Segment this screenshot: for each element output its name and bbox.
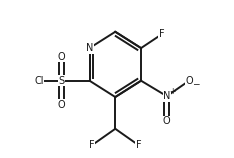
Text: O: O (57, 100, 65, 110)
Text: F: F (136, 140, 141, 150)
Text: −: − (192, 80, 199, 89)
Text: O: O (185, 76, 193, 86)
Text: +: + (169, 87, 175, 96)
Text: O: O (163, 116, 171, 126)
Text: F: F (159, 29, 165, 39)
Text: O: O (57, 52, 65, 62)
Text: N: N (163, 91, 171, 101)
Text: Cl: Cl (34, 76, 44, 86)
Text: N: N (86, 43, 93, 53)
Text: S: S (58, 76, 64, 86)
Text: F: F (89, 140, 95, 150)
